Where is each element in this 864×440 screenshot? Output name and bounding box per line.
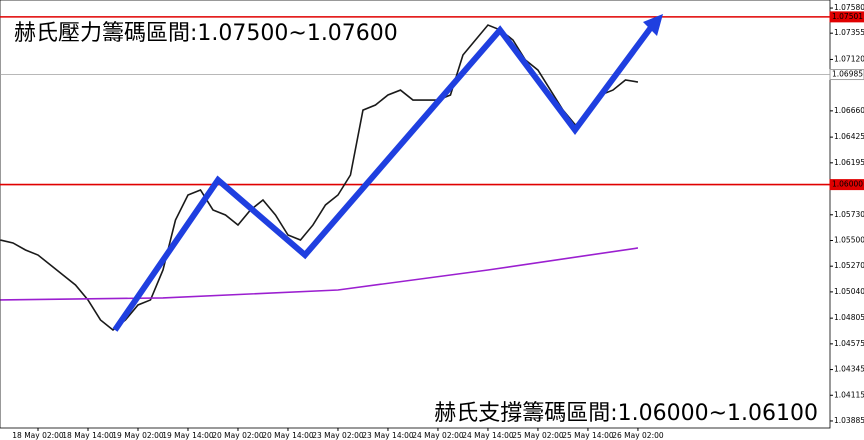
y-tick-label: 1.07580 xyxy=(834,3,864,12)
x-tick-label: 20 May 14:00 xyxy=(262,431,314,440)
level-box xyxy=(829,179,864,191)
x-tick-label: 18 May 14:00 xyxy=(62,431,114,440)
y-tick-label: 1.04575 xyxy=(834,339,864,348)
x-tick-label: 26 May 02:00 xyxy=(612,431,664,440)
x-tick-label: 19 May 14:00 xyxy=(162,431,214,440)
x-tick-label: 25 May 14:00 xyxy=(562,431,614,440)
level-label: 1.06000 xyxy=(832,180,863,189)
level-box xyxy=(829,69,864,81)
price-line xyxy=(0,247,639,301)
y-tick-label: 1.05730 xyxy=(834,210,864,219)
level-box xyxy=(829,11,864,23)
trend-arrow xyxy=(112,20,658,332)
y-tick-label: 1.07120 xyxy=(834,54,864,63)
price-line xyxy=(0,24,639,332)
x-tick-label: 25 May 02:00 xyxy=(512,431,564,440)
y-tick-label: 1.04115 xyxy=(834,390,864,399)
y-tick-label: 1.07355 xyxy=(834,28,864,37)
y-tick-label: 1.06660 xyxy=(834,106,864,115)
level-label: 1.07501 xyxy=(832,12,863,21)
x-tick-label: 20 May 02:00 xyxy=(212,431,264,440)
arrow-head xyxy=(643,14,663,36)
x-tick-label: 23 May 02:00 xyxy=(312,431,364,440)
y-tick-label: 1.05270 xyxy=(834,261,864,270)
y-tick-label: 1.04345 xyxy=(834,365,864,374)
y-tick-label: 1.03885 xyxy=(834,416,864,425)
y-tick-label: 1.05500 xyxy=(834,235,864,244)
y-tick-label: 1.04805 xyxy=(834,313,864,322)
y-tick-label: 1.06425 xyxy=(834,132,864,141)
support-annotation: 赫氏支撐籌碼區間:1.06000~1.06100 xyxy=(434,401,818,426)
plot-frame xyxy=(0,0,831,429)
level-label: 1.06985 xyxy=(832,70,863,79)
x-tick-label: 23 May 14:00 xyxy=(362,431,414,440)
y-tick-label: 1.06195 xyxy=(834,158,864,167)
y-tick-label: 1.05040 xyxy=(834,287,864,296)
x-tick-label: 18 May 02:00 xyxy=(12,431,64,440)
resistance-annotation: 赫氏壓力籌碼區間:1.07500~1.07600 xyxy=(14,21,398,46)
x-tick-label: 24 May 02:00 xyxy=(412,431,464,440)
x-tick-label: 24 May 14:00 xyxy=(462,431,514,440)
x-tick-label: 19 May 02:00 xyxy=(112,431,164,440)
